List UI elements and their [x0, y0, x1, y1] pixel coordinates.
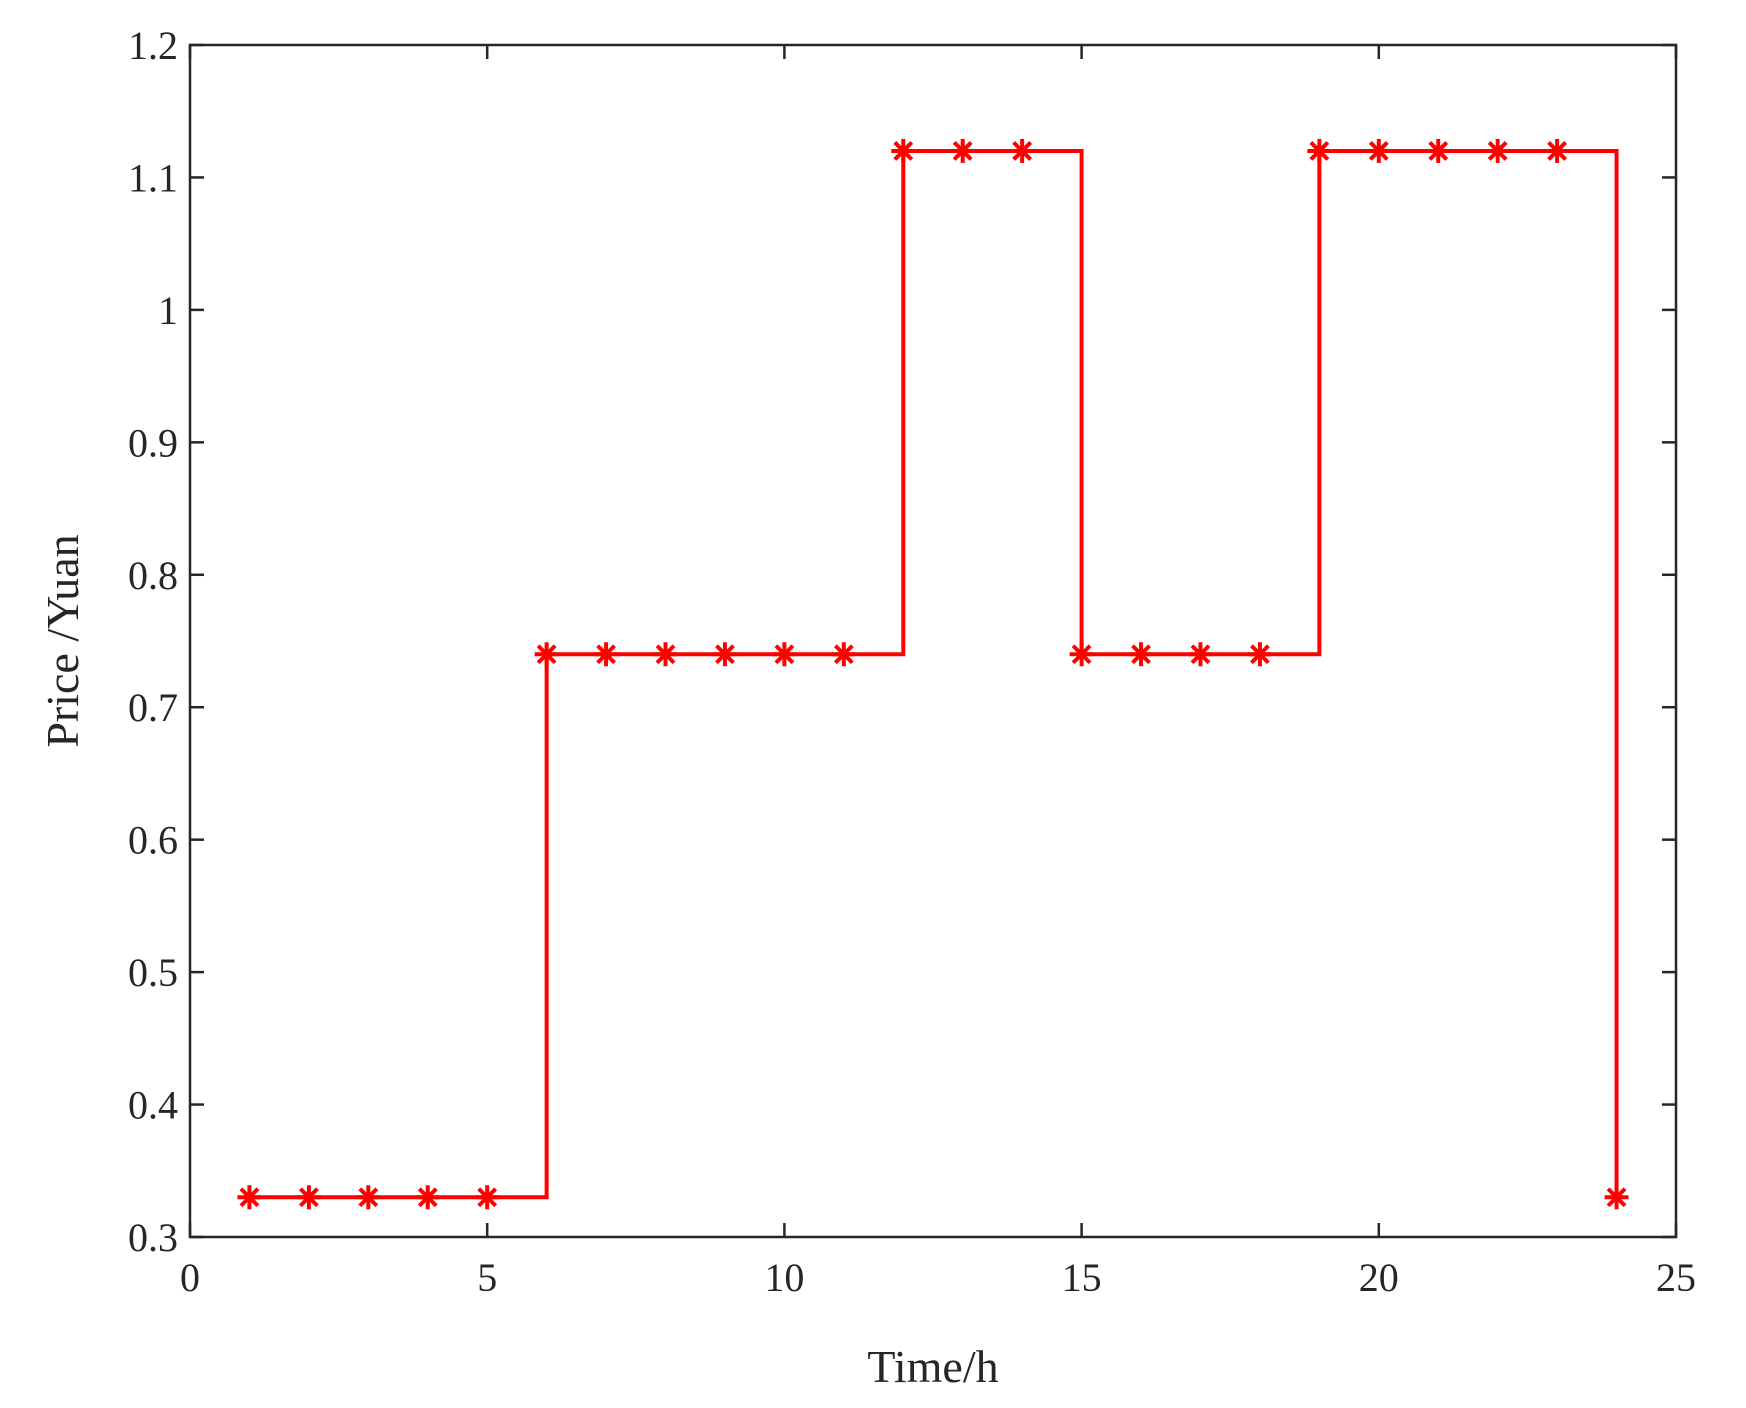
y-tick-label: 0.7	[128, 685, 178, 730]
data-point-marker	[1604, 1185, 1629, 1210]
data-point-marker	[356, 1185, 381, 1210]
y-tick-label: 1.2	[128, 23, 178, 68]
data-point-marker	[653, 642, 678, 667]
y-tick-label: 0.9	[128, 420, 178, 465]
plot-area	[237, 138, 1629, 1210]
data-point-marker	[1010, 138, 1035, 163]
data-point-marker	[1307, 138, 1332, 163]
data-point-marker	[1485, 138, 1510, 163]
data-point-marker	[475, 1185, 500, 1210]
data-point-marker	[1426, 138, 1451, 163]
data-point-marker	[1247, 642, 1272, 667]
series-line	[249, 148, 1619, 1200]
data-point-marker	[1129, 642, 1154, 667]
data-point-marker	[891, 138, 916, 163]
x-tick-label: 15	[1062, 1255, 1102, 1300]
x-tick-label: 25	[1656, 1255, 1696, 1300]
axes: 0 5 10 15 20 25 0.3 0.4 0.5 0.6 0.7 0.8 0.9 1 1.1 1.2	[128, 23, 1696, 1300]
y-tick-label: 0.5	[128, 950, 178, 995]
data-point-marker	[1069, 642, 1094, 667]
data-point-marker	[415, 1185, 440, 1210]
x-tick-label: 0	[180, 1255, 200, 1300]
data-point-marker	[534, 642, 559, 667]
y-tick-label: 0.4	[128, 1083, 178, 1128]
data-point-marker	[772, 642, 797, 667]
data-point-marker	[950, 138, 975, 163]
y-tick-label: 0.3	[128, 1215, 178, 1260]
y-tick-label: 1.1	[128, 155, 178, 200]
x-tick-label: 10	[764, 1255, 804, 1300]
data-point-marker	[831, 642, 856, 667]
data-point-marker	[1545, 138, 1570, 163]
x-tick-label: 20	[1359, 1255, 1399, 1300]
data-point-marker	[712, 642, 737, 667]
y-tick-label: 0.8	[128, 553, 178, 598]
data-point-marker	[237, 1185, 262, 1210]
data-point-marker	[594, 642, 619, 667]
y-tick-label: 0.6	[128, 818, 178, 863]
x-axis-label: Time/h	[867, 1341, 998, 1392]
y-axis-label: Price /Yuan	[37, 534, 88, 747]
data-point-marker	[296, 1185, 321, 1210]
data-point-marker	[1366, 138, 1391, 163]
x-tick-label: 5	[477, 1255, 497, 1300]
y-tick-label: 1	[158, 288, 178, 333]
data-point-marker	[1188, 642, 1213, 667]
plot-frame	[188, 43, 1678, 1239]
